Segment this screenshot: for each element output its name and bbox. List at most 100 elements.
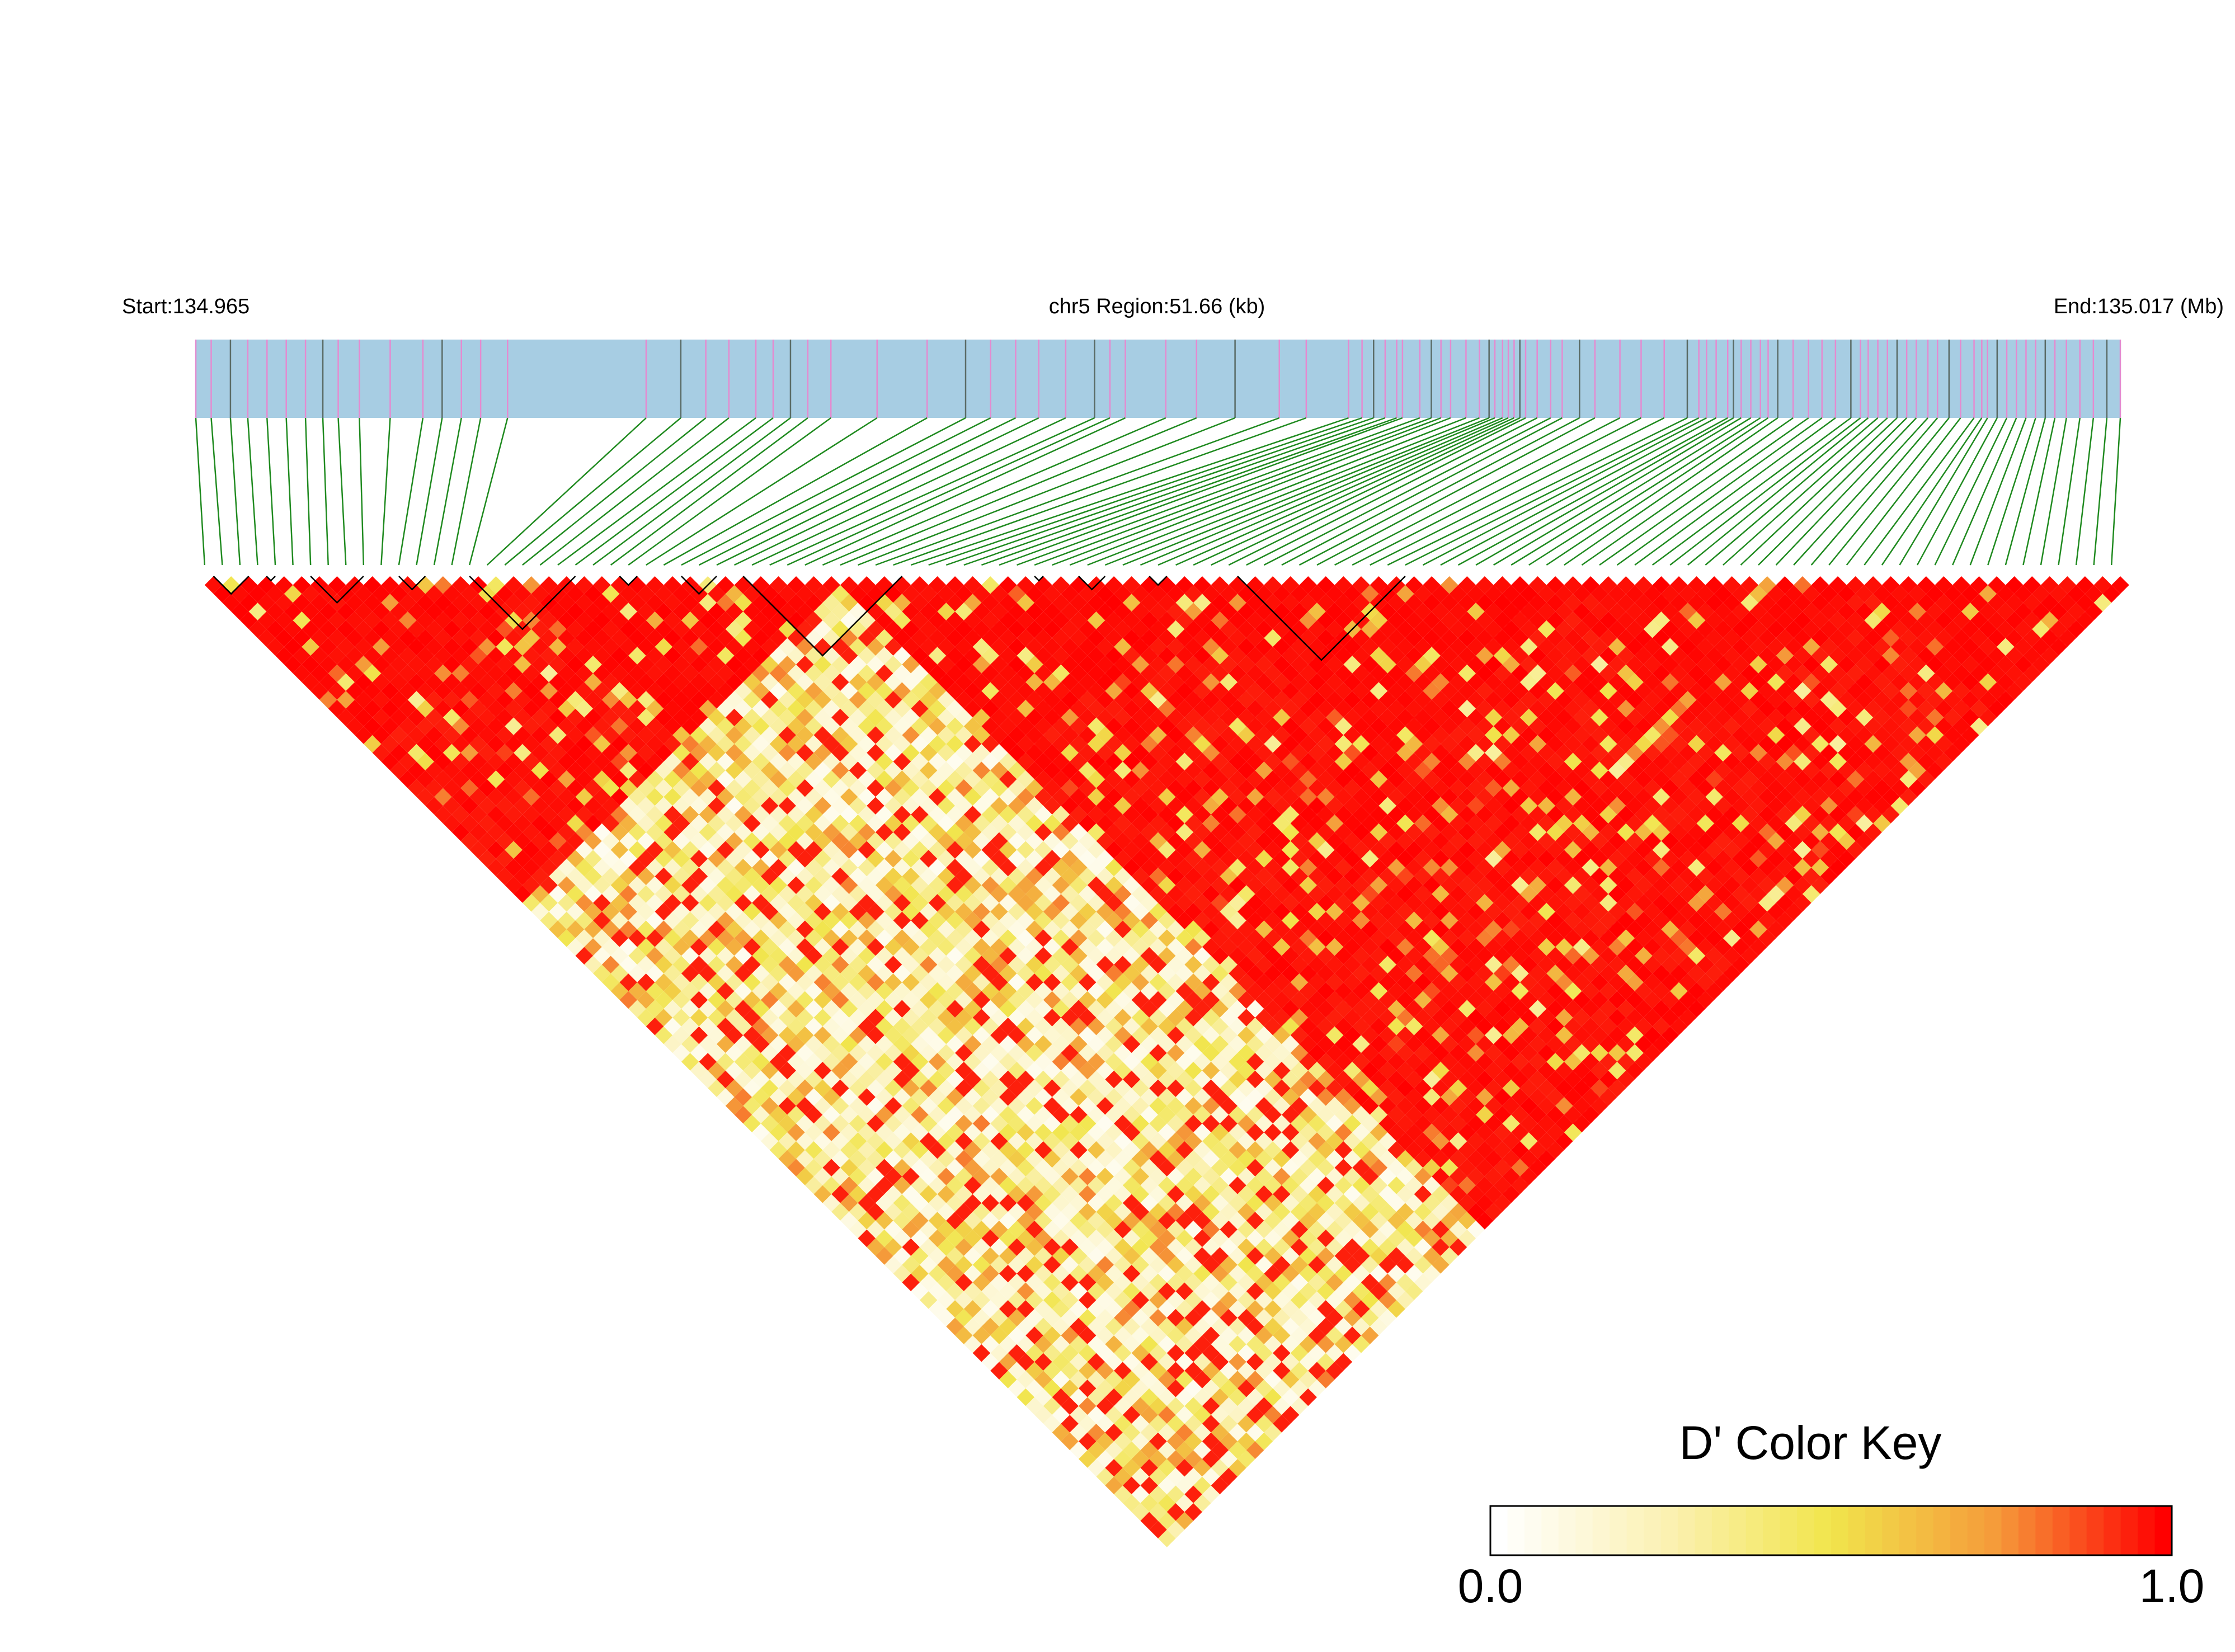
ld-cell <box>849 585 867 603</box>
ld-cell <box>487 717 505 736</box>
snp-connector-line <box>787 417 1111 566</box>
ld-cell <box>1317 929 1335 947</box>
ld-cell <box>752 788 770 806</box>
snp-connector-line <box>2040 417 2067 566</box>
ld-cell <box>575 841 594 859</box>
ld-cell <box>1061 761 1079 779</box>
ld-cell <box>1317 1264 1335 1283</box>
ld-cell <box>849 973 867 991</box>
ld-cell <box>884 1097 902 1115</box>
ld-cell <box>514 726 531 744</box>
ld-cell <box>469 682 487 700</box>
ld-cell <box>787 1017 805 1036</box>
ld-cell <box>955 815 973 832</box>
ld-cell <box>955 1009 973 1027</box>
ld-cell <box>1175 770 1194 788</box>
ld-cell <box>849 743 867 762</box>
ld-cell <box>1317 1123 1335 1141</box>
ld-cell <box>1061 1326 1079 1344</box>
ld-cell <box>1317 788 1335 806</box>
ld-cell <box>531 585 549 603</box>
ld-cell <box>990 1079 1008 1098</box>
ld-cell <box>469 629 487 647</box>
ld-cell <box>717 858 735 877</box>
ld-cell <box>990 885 1008 903</box>
ld-cell <box>646 1017 664 1036</box>
ld-cell <box>531 656 549 674</box>
ld-cell <box>610 647 629 665</box>
ld-cell <box>681 717 699 736</box>
ld-cell <box>1591 1026 1608 1044</box>
ld-cell <box>1096 797 1114 815</box>
snp-connector-line <box>1193 417 1514 566</box>
ld-cell <box>1131 902 1150 921</box>
ld-cell <box>1025 938 1043 956</box>
ld-cell <box>1061 1203 1079 1221</box>
ld-cell <box>646 611 664 629</box>
ld-cell <box>1387 1212 1405 1230</box>
ld-cell <box>646 788 664 806</box>
ld-cell <box>1317 770 1335 788</box>
ld-cell <box>919 1150 938 1168</box>
ld-cell <box>849 956 867 974</box>
ld-cell <box>531 638 549 656</box>
ld-cell <box>822 964 840 982</box>
ld-cell <box>1061 1256 1079 1274</box>
ld-cell <box>1387 1070 1405 1089</box>
ld-cell <box>610 611 629 629</box>
ld-cell <box>1458 1070 1476 1089</box>
snp-connector-line <box>945 417 1374 566</box>
ld-cell <box>1246 929 1264 947</box>
ld-cell <box>884 1185 902 1203</box>
ld-cell <box>1317 806 1335 823</box>
ld-cell <box>1131 973 1150 991</box>
ld-cell <box>884 850 902 868</box>
ld-cell <box>884 885 902 903</box>
ld-cell <box>1061 1379 1079 1397</box>
ld-cell <box>990 620 1008 638</box>
ld-cell <box>717 770 735 788</box>
ld-cell <box>549 779 567 797</box>
ld-cell <box>1061 603 1079 620</box>
ld-cell <box>717 576 735 594</box>
ld-cell <box>1025 902 1043 921</box>
ld-cell <box>681 876 699 895</box>
ld-cell <box>919 1079 938 1098</box>
ld-cell <box>549 885 567 903</box>
ld-cell <box>213 585 232 603</box>
snp-connector-line <box>1810 417 1938 566</box>
ld-cell <box>955 1079 973 1098</box>
ld-cell <box>505 752 523 771</box>
ld-cell <box>1096 779 1114 797</box>
ld-cell <box>1519 1168 1538 1185</box>
ld-cell <box>1175 699 1194 718</box>
ld-cell <box>1246 1282 1264 1300</box>
ld-cell <box>531 691 549 709</box>
ld-cell <box>990 726 1008 744</box>
ld-cell <box>487 806 505 823</box>
ld-cell <box>1131 1326 1150 1344</box>
ld-cell <box>505 576 523 594</box>
ld-cell <box>398 770 417 788</box>
ld-cell <box>681 911 699 930</box>
ld-cell <box>381 576 399 594</box>
ld-cell <box>1246 1353 1264 1371</box>
ld-cell <box>469 717 487 736</box>
ld-cell <box>1317 841 1335 859</box>
ld-cell <box>451 823 470 841</box>
ld-cell <box>1519 956 1538 974</box>
ld-cell <box>787 752 805 771</box>
ld-cell <box>1096 743 1114 762</box>
ld-cell <box>1061 815 1079 832</box>
ld-cell <box>1175 1070 1194 1089</box>
ld-cell <box>1246 841 1264 859</box>
ld-cell <box>1175 594 1194 612</box>
ld-cell <box>275 576 293 594</box>
ld-cell <box>1025 1044 1043 1062</box>
snp-connector-line <box>1175 417 1509 566</box>
ld-cell <box>1246 1000 1264 1018</box>
ld-cell <box>1325 1362 1344 1380</box>
ld-cell <box>1175 1212 1194 1230</box>
ld-cell <box>919 656 938 674</box>
ld-cell <box>955 902 973 921</box>
